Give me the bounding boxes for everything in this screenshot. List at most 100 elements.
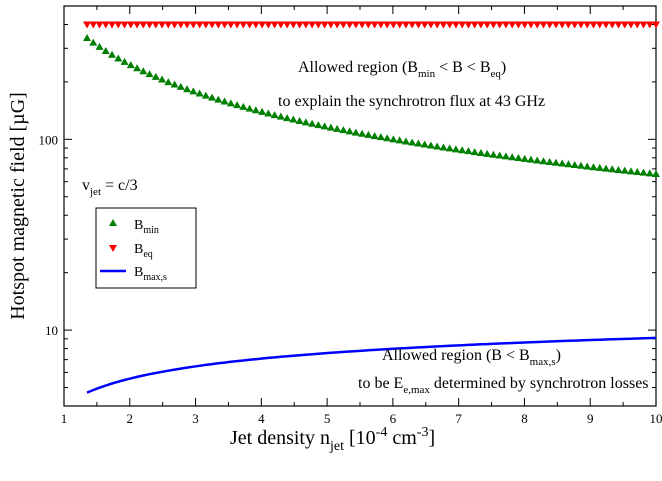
series-bmin-point [564,160,573,168]
series-bmin-point [345,127,354,135]
series-bmin-point [189,87,198,95]
series-bmin-point [551,158,560,166]
series-bmin-point [414,139,423,147]
legend: Bmin Beq Bmax,s [95,207,197,289]
series-beq-point [358,21,367,29]
x-tick-label: 3 [192,411,199,426]
series-beq-point [83,21,92,29]
series-bmin-point [251,106,260,114]
series-bmin-point [83,33,92,41]
series-bmin-point [239,102,248,110]
series-beq-point [226,21,235,29]
series-bmin-point [139,67,148,75]
series-beq-point [589,21,598,29]
series-bmin-point [339,126,348,134]
series-bmin-point [633,168,642,176]
series-beq-point [445,21,454,29]
series-beq-point [320,21,329,29]
series-beq-point [339,21,348,29]
upper-region-line2: to explain the synchrotron flux at 43 GH… [278,93,545,110]
series-bmin-point [639,168,648,176]
series-beq-point [95,21,104,29]
series-beq-point [558,21,567,29]
series-bmin-point [201,91,210,99]
series-beq-point [351,21,360,29]
x-tick-label: 8 [521,411,528,426]
series-bmin-point [308,119,317,127]
series-bmin-point [351,128,360,136]
series-bmin-point [458,146,467,154]
data-marks [83,21,660,394]
series-bmin-point [264,109,273,117]
series-bmin-point [601,164,610,172]
series-beq-point [214,21,223,29]
series-bmin-point [595,163,604,171]
series-bmin-point [158,75,167,83]
series-beq-point [245,21,254,29]
series-beq-point [639,21,648,29]
series-beq-point [220,21,229,29]
series-bmin-point [314,121,323,129]
series-bmin-point [364,130,373,138]
series-bmin-point [114,54,123,62]
series-bmin-point [508,153,517,161]
series-beq-point [126,21,135,29]
series-bmin-point [583,162,592,170]
series-beq-point [508,21,517,29]
series-bmin-point [301,118,310,126]
series-beq-point [108,21,117,29]
series-bmin-point [408,138,417,146]
series-bmin-point [495,151,504,159]
series-beq-point [614,21,623,29]
series-bmin-point [258,107,267,115]
series-bmin-point [133,64,142,72]
series-beq-point [564,21,573,29]
series-beq-point [383,21,392,29]
series-bmin-point [376,133,385,141]
series-beq-point [101,21,110,29]
series-beq-point [620,21,629,29]
series-beq-point [608,21,617,29]
series-bmin-point [626,167,635,175]
upper-region-line1: Allowed region (Bmin < B < Beq) [298,59,506,80]
series-beq-point [626,21,635,29]
series-beq-point [114,21,123,29]
series-beq-point [501,21,510,29]
x-tick-label: 9 [587,411,594,426]
legend-label-bmin: Bmin [134,218,159,236]
series-bmin-point [270,111,279,119]
series-bmin-point [283,114,292,122]
series-beq-point [389,21,398,29]
series-beq-point [120,21,129,29]
series-beq-point [570,21,579,29]
series-bmin-point [289,115,298,123]
series-beq-point [645,21,654,29]
series-beq-point [195,21,204,29]
series-beq-point [464,21,473,29]
legend-label-beq: Beq [134,242,153,260]
series-beq-point [595,21,604,29]
series-beq-point [652,21,660,29]
series-beq-point [251,21,260,29]
series-beq-point [264,21,273,29]
series-beq-point [408,21,417,29]
axis-ticks: 1 2 3 4 5 6 7 8 9 10 10 100 [39,5,662,426]
series-bmin-point [208,93,217,101]
series-bmin-point [433,142,442,150]
x-axis-label: Jet density njet [10-4 cm-3] [230,425,435,454]
series-bmin-point [608,165,617,173]
series-beq-point [314,21,323,29]
x-tick-label: 10 [650,411,662,426]
series-bmin-point [501,152,510,160]
series-bmin-point [358,129,367,137]
series-bmin-point [295,116,304,124]
x-tick-label: 4 [258,411,265,426]
series-beq-point [283,21,292,29]
series-bmin-point [645,169,654,177]
series-beq-point [345,21,354,29]
series-bmin-point [539,157,548,165]
series-bmin-point [439,143,448,151]
series-beq-point [526,21,535,29]
series-beq-point [483,21,492,29]
series-beq-point [270,21,279,29]
